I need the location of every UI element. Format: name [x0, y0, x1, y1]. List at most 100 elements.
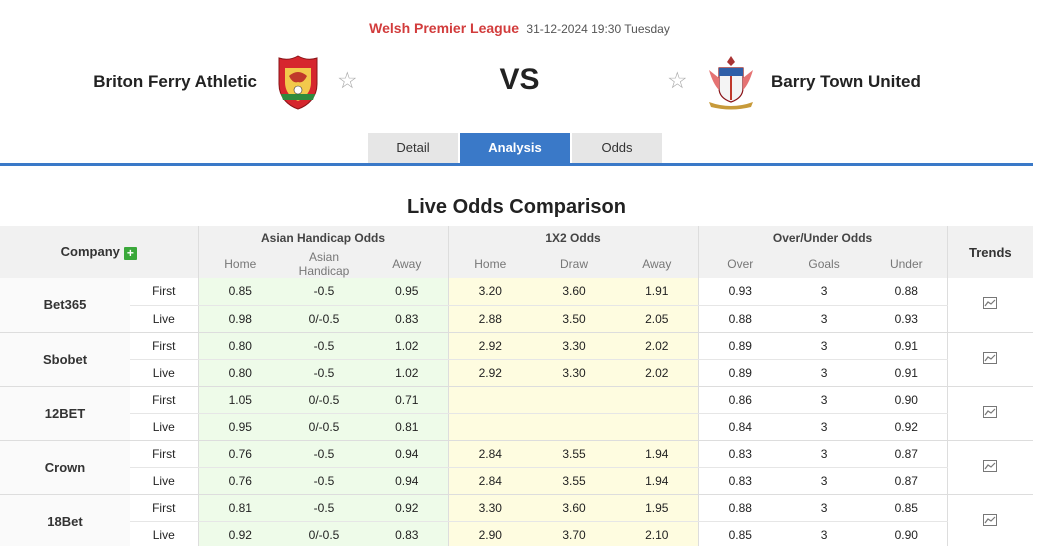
odds-cell[interactable]: 0.76: [197, 440, 283, 468]
odds-cell[interactable]: -0.5: [282, 467, 367, 495]
trend-cell[interactable]: [946, 494, 1034, 546]
odds-cell[interactable]: 2.90: [447, 521, 533, 546]
odds-cell[interactable]: 0.86: [697, 386, 783, 414]
odds-cell[interactable]: 3: [782, 467, 867, 495]
tab-analysis[interactable]: Analysis: [460, 133, 570, 163]
odds-cell[interactable]: 1.02: [366, 332, 449, 360]
odds-cell[interactable]: 0.81: [197, 494, 283, 522]
odds-cell[interactable]: 1.02: [366, 359, 449, 387]
odds-cell[interactable]: 0.95: [197, 413, 283, 441]
company-name[interactable]: Sbobet: [0, 332, 130, 387]
trend-cell[interactable]: [946, 278, 1034, 333]
odds-cell[interactable]: 0.92: [197, 521, 283, 546]
odds-cell[interactable]: 0.85: [866, 494, 948, 522]
odds-cell[interactable]: [616, 386, 699, 414]
odds-cell[interactable]: 1.95: [616, 494, 699, 522]
odds-cell[interactable]: 3: [782, 386, 867, 414]
tab-odds[interactable]: Odds: [572, 133, 662, 163]
odds-cell[interactable]: -0.5: [282, 332, 367, 360]
favorite-home-star-icon[interactable]: ☆: [337, 67, 358, 93]
odds-cell[interactable]: 2.92: [447, 359, 533, 387]
odds-cell[interactable]: 3: [782, 494, 867, 522]
trend-cell[interactable]: [946, 332, 1034, 387]
odds-cell[interactable]: 0.90: [866, 521, 948, 546]
odds-cell[interactable]: 0/-0.5: [282, 521, 367, 546]
odds-cell[interactable]: 0.87: [866, 467, 948, 495]
odds-cell[interactable]: 0.93: [866, 305, 948, 333]
odds-cell[interactable]: 1.94: [616, 467, 699, 495]
odds-cell[interactable]: 0.81: [366, 413, 449, 441]
odds-cell[interactable]: 3.60: [532, 278, 617, 306]
odds-cell[interactable]: 3: [782, 440, 867, 468]
odds-cell[interactable]: 0/-0.5: [282, 386, 367, 414]
odds-cell[interactable]: 0.76: [197, 467, 283, 495]
odds-cell[interactable]: 3.30: [532, 332, 617, 360]
odds-cell[interactable]: 0.95: [366, 278, 449, 306]
line-chart-icon[interactable]: [983, 459, 998, 475]
tab-detail[interactable]: Detail: [368, 133, 458, 163]
odds-cell[interactable]: 2.05: [616, 305, 699, 333]
odds-cell[interactable]: 0.80: [197, 332, 283, 360]
odds-cell[interactable]: 0.85: [197, 278, 283, 306]
trend-cell[interactable]: [946, 386, 1034, 441]
odds-cell[interactable]: 3.55: [532, 440, 617, 468]
odds-cell[interactable]: 2.02: [616, 332, 699, 360]
odds-cell[interactable]: 3.70: [532, 521, 617, 546]
odds-cell[interactable]: 2.02: [616, 359, 699, 387]
odds-cell[interactable]: 1.94: [616, 440, 699, 468]
odds-cell[interactable]: 3.30: [532, 359, 617, 387]
odds-cell[interactable]: 0/-0.5: [282, 305, 367, 333]
odds-cell[interactable]: 3: [782, 413, 867, 441]
odds-cell[interactable]: 3: [782, 332, 867, 360]
odds-cell[interactable]: 3: [782, 278, 867, 306]
company-name[interactable]: 18Bet: [0, 494, 130, 546]
odds-cell[interactable]: 0.85: [697, 521, 783, 546]
odds-cell[interactable]: 1.91: [616, 278, 699, 306]
odds-cell[interactable]: 0.88: [697, 305, 783, 333]
odds-cell[interactable]: 0.89: [697, 332, 783, 360]
odds-cell[interactable]: 0.83: [366, 305, 449, 333]
odds-cell[interactable]: 0.91: [866, 332, 948, 360]
favorite-away-star-icon[interactable]: ☆: [667, 67, 688, 93]
odds-cell[interactable]: 3: [782, 521, 867, 546]
odds-cell[interactable]: 2.84: [447, 467, 533, 495]
odds-cell[interactable]: 0.93: [697, 278, 783, 306]
odds-cell[interactable]: -0.5: [282, 440, 367, 468]
odds-cell[interactable]: [447, 413, 533, 441]
league-name[interactable]: Welsh Premier League: [369, 20, 520, 36]
odds-cell[interactable]: -0.5: [282, 494, 367, 522]
odds-cell[interactable]: 0.88: [866, 278, 948, 306]
plus-icon[interactable]: +: [123, 246, 137, 260]
line-chart-icon[interactable]: [983, 405, 998, 421]
odds-cell[interactable]: 0.94: [366, 467, 449, 495]
odds-cell[interactable]: 3.60: [532, 494, 617, 522]
trend-cell[interactable]: [946, 440, 1034, 495]
odds-cell[interactable]: -0.5: [282, 278, 367, 306]
odds-cell[interactable]: 2.84: [447, 440, 533, 468]
odds-cell[interactable]: 0.87: [866, 440, 948, 468]
odds-cell[interactable]: 0.80: [197, 359, 283, 387]
odds-cell[interactable]: 0.94: [366, 440, 449, 468]
away-team-name[interactable]: Barry Town United: [771, 72, 921, 91]
odds-cell[interactable]: 0.71: [366, 386, 449, 414]
odds-cell[interactable]: 3.55: [532, 467, 617, 495]
odds-cell[interactable]: [447, 386, 533, 414]
odds-cell[interactable]: 2.92: [447, 332, 533, 360]
company-name[interactable]: Bet365: [0, 278, 130, 333]
odds-cell[interactable]: 0.98: [197, 305, 283, 333]
odds-cell[interactable]: 3.30: [447, 494, 533, 522]
odds-cell[interactable]: 0.91: [866, 359, 948, 387]
odds-cell[interactable]: 0/-0.5: [282, 413, 367, 441]
odds-cell[interactable]: 0.89: [697, 359, 783, 387]
odds-cell[interactable]: 2.88: [447, 305, 533, 333]
odds-cell[interactable]: 0.84: [697, 413, 783, 441]
home-team-name[interactable]: Briton Ferry Athletic: [93, 72, 257, 91]
odds-cell[interactable]: [532, 413, 617, 441]
odds-cell[interactable]: -0.5: [282, 359, 367, 387]
odds-cell[interactable]: 0.88: [697, 494, 783, 522]
odds-cell[interactable]: 3: [782, 359, 867, 387]
away-team-crest-icon[interactable]: [703, 54, 759, 110]
odds-cell[interactable]: 3: [782, 305, 867, 333]
odds-cell[interactable]: 0.90: [866, 386, 948, 414]
company-name[interactable]: Crown: [0, 440, 130, 495]
